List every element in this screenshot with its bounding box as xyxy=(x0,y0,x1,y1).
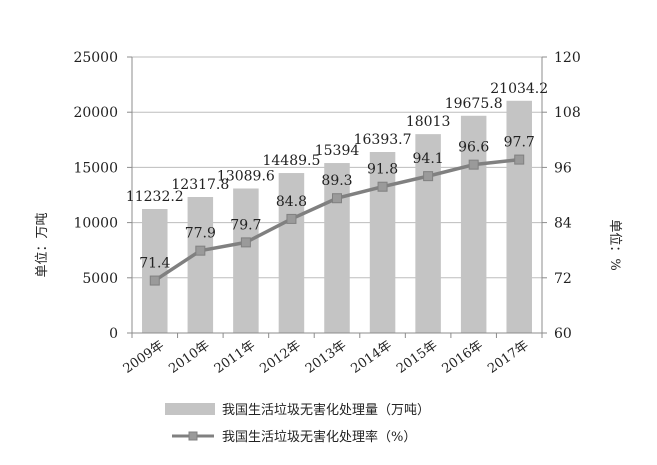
x-tick-label: 2016年 xyxy=(440,338,486,377)
y-right-tick-label: 84 xyxy=(554,216,572,232)
legend-line-marker xyxy=(188,431,198,441)
x-tick-label: 2017年 xyxy=(485,338,531,377)
line-value-label: 77.9 xyxy=(185,226,216,242)
bar xyxy=(233,188,259,333)
y-right-tick-label: 120 xyxy=(554,50,581,66)
line-marker xyxy=(149,275,160,286)
x-tick-label: 2013年 xyxy=(303,338,349,377)
y-right-axis-title: 单位：% xyxy=(607,219,622,270)
x-tick-label: 2010年 xyxy=(166,338,212,377)
legend-bar-label: 我国生活垃圾无害化处理量（万吨） xyxy=(222,402,430,418)
line-value-label: 96.6 xyxy=(458,140,489,156)
line-marker xyxy=(332,193,342,204)
bar xyxy=(278,173,305,333)
bar-value-label: 21034.2 xyxy=(490,81,548,97)
x-tick-label: 2012年 xyxy=(257,338,303,377)
y-left-tick-label: 10000 xyxy=(73,216,118,232)
y-left-tick-label: 0 xyxy=(109,326,118,342)
legend-bar-swatch xyxy=(165,403,215,415)
y-left-axis-title: 单位：万吨 xyxy=(35,212,50,277)
bar xyxy=(506,100,532,333)
bar-value-label: 18013 xyxy=(406,114,451,130)
line-value-label: 89.3 xyxy=(321,173,352,189)
line-marker xyxy=(286,213,297,224)
line-value-label: 97.7 xyxy=(504,135,535,151)
line-value-label: 91.8 xyxy=(367,162,398,178)
line-marker xyxy=(195,245,206,256)
x-tick-label: 2009年 xyxy=(121,338,167,377)
bar xyxy=(187,197,214,333)
data-labels: 11232.212317.813089.614489.51539416393.7… xyxy=(126,81,548,272)
y-right-tick-label: 60 xyxy=(554,326,572,342)
line-marker xyxy=(377,181,388,192)
bar xyxy=(415,134,441,333)
bar-value-label: 13089.6 xyxy=(217,168,275,184)
bar xyxy=(460,115,487,333)
x-tick-label: 2015年 xyxy=(394,338,440,377)
bar xyxy=(324,163,350,333)
line-marker xyxy=(240,237,251,248)
line-marker xyxy=(423,171,434,182)
bar xyxy=(369,152,396,333)
y-left-tick-label: 5000 xyxy=(82,271,118,287)
x-tick-label: 2014年 xyxy=(348,338,394,377)
line-value-label: 94.1 xyxy=(413,151,444,167)
y-left-tick-label: 15000 xyxy=(73,160,118,176)
y-right-tick-label: 72 xyxy=(554,271,572,287)
legend-line-label: 我国生活垃圾无害化处理率（%） xyxy=(222,429,416,445)
y-right-tick-label: 108 xyxy=(554,105,581,121)
line-marker xyxy=(514,154,525,165)
line-value-label: 71.4 xyxy=(139,256,170,272)
bar-value-label: 16393.7 xyxy=(354,132,412,148)
bar xyxy=(142,208,168,333)
bar-value-label: 14489.5 xyxy=(262,153,320,169)
legend: 我国生活垃圾无害化处理量（万吨） 我国生活垃圾无害化处理率（%） xyxy=(165,402,430,445)
bar-value-label: 15394 xyxy=(315,143,360,159)
bar-series xyxy=(142,100,532,333)
y-left-tick-label: 20000 xyxy=(73,105,118,121)
line-marker xyxy=(468,159,479,170)
y-right-tick-label: 96 xyxy=(554,160,572,176)
bar-value-label: 19675.8 xyxy=(445,96,503,112)
line-series xyxy=(149,154,525,286)
line-value-label: 79.7 xyxy=(230,217,261,233)
y-left-tick-label: 25000 xyxy=(73,50,118,66)
bar-value-label: 11232.2 xyxy=(126,189,184,205)
line-value-label: 84.8 xyxy=(276,194,307,210)
bar-value-label: 12317.8 xyxy=(171,177,229,193)
axes xyxy=(127,56,547,338)
x-tick-label: 2011年 xyxy=(212,338,258,377)
